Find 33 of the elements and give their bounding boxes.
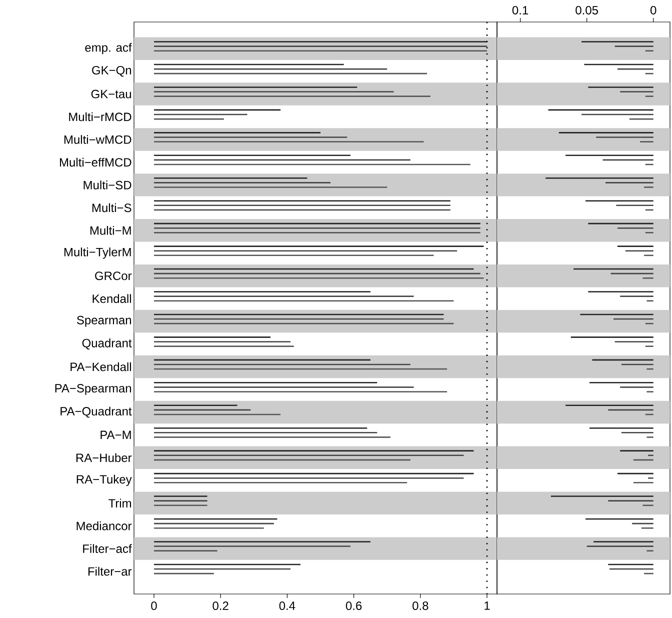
y-tick-label: emp. acf	[85, 43, 132, 54]
x-tick-label: 0.8	[412, 602, 428, 610]
y-tick-label: Multi−rMCD	[69, 112, 132, 122]
x-tick-label: 1	[484, 602, 490, 610]
y-tick-label: Quadrant	[82, 338, 132, 350]
x-tick-label: 0	[650, 6, 656, 14]
y-tick-label: Spearman	[76, 316, 132, 327]
y-tick-label: Filter−ar	[88, 566, 132, 576]
y-tick-label: PA−M	[100, 430, 131, 440]
y-tick-label: Multi−effMCD	[60, 158, 132, 167]
x-tick-label: 0.2	[212, 602, 228, 610]
y-tick-label: GK−Qn	[92, 66, 132, 77]
y-tick-label: Kendall	[92, 294, 131, 303]
y-tick-label: RA−Tukey	[76, 474, 132, 486]
y-tick-label: Trim	[108, 498, 132, 508]
x-tick-label: 0.6	[346, 602, 362, 610]
y-tick-label: Filter−acf	[83, 544, 132, 553]
y-tick-label: Multi−M	[90, 226, 131, 235]
y-tick-label: PA−Kendall	[70, 362, 131, 372]
y-tick-label: PA−Spearman	[55, 384, 132, 395]
y-tick-label: Multi−S	[92, 203, 132, 212]
x-tick-label: 0.4	[279, 602, 296, 610]
y-tick-label: GRCor	[95, 272, 132, 280]
y-tick-label: Multi−SD	[84, 180, 132, 190]
y-tick-label: Multi−wMCD	[64, 135, 132, 144]
y-tick-label: PA−Quadrant	[60, 406, 132, 418]
x-tick-label: 0	[151, 602, 157, 610]
y-tick-label: Multi−TylerM	[64, 248, 131, 259]
y-tick-label: RA−Huber	[76, 453, 132, 462]
x-tick-label: 0.1	[512, 6, 528, 14]
y-tick-label: GK−tau	[91, 90, 132, 98]
x-tick-label: 0.05	[576, 6, 598, 14]
y-tick-label: Mediancor	[76, 521, 132, 530]
